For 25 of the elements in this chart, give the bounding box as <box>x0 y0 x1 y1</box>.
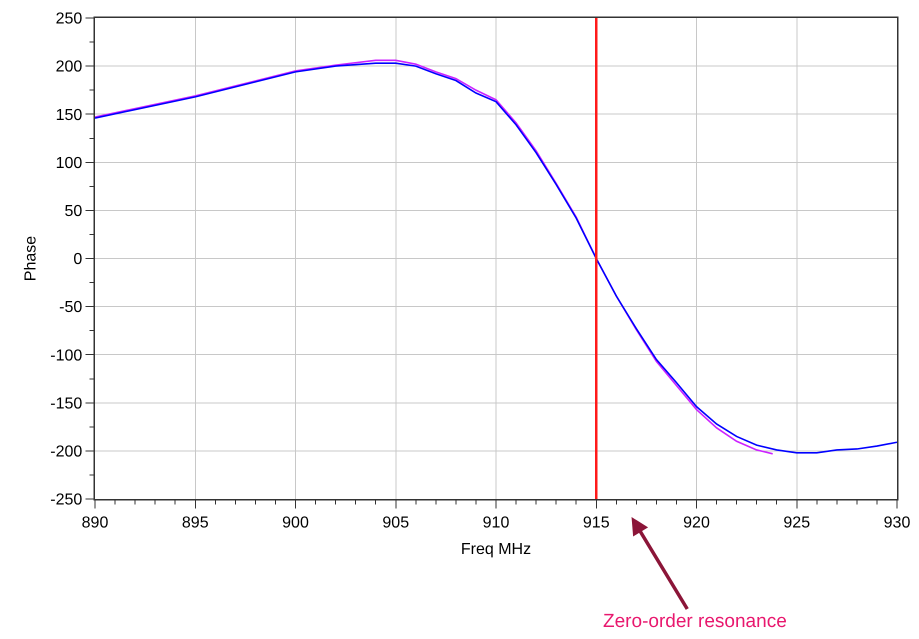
y-tick-label: -200 <box>50 444 82 460</box>
x-tick-label: 920 <box>683 514 710 532</box>
x-axis-title: Freq MHz <box>460 541 532 558</box>
y-axis-title: Phase <box>22 236 40 282</box>
y-tick-label: -50 <box>59 299 82 316</box>
y-tick-label: -150 <box>50 395 82 412</box>
y-tick-label: 0 <box>73 251 82 268</box>
y-tick-label: -100 <box>50 347 82 364</box>
y-tick-label: 250 <box>56 10 82 28</box>
x-tick-label: 915 <box>582 514 610 532</box>
x-tick-label: 910 <box>482 514 510 532</box>
line-series <box>95 62 897 454</box>
line-series <box>95 60 774 455</box>
y-tick-label: 50 <box>64 203 82 220</box>
x-tick-label: 900 <box>282 514 309 532</box>
x-tick-label: 925 <box>783 514 810 532</box>
x-tick-label: 930 <box>884 514 910 532</box>
y-tick-label: 100 <box>56 154 82 172</box>
y-tick-label: -250 <box>50 492 82 509</box>
y-tick-label: 200 <box>56 58 82 76</box>
x-tick-label: 895 <box>182 514 209 532</box>
y-tick-label: 150 <box>56 106 82 124</box>
text: Zero-order resonance <box>603 611 787 632</box>
x-tick-label: 905 <box>382 514 410 532</box>
x-tick-label: 890 <box>82 514 108 532</box>
